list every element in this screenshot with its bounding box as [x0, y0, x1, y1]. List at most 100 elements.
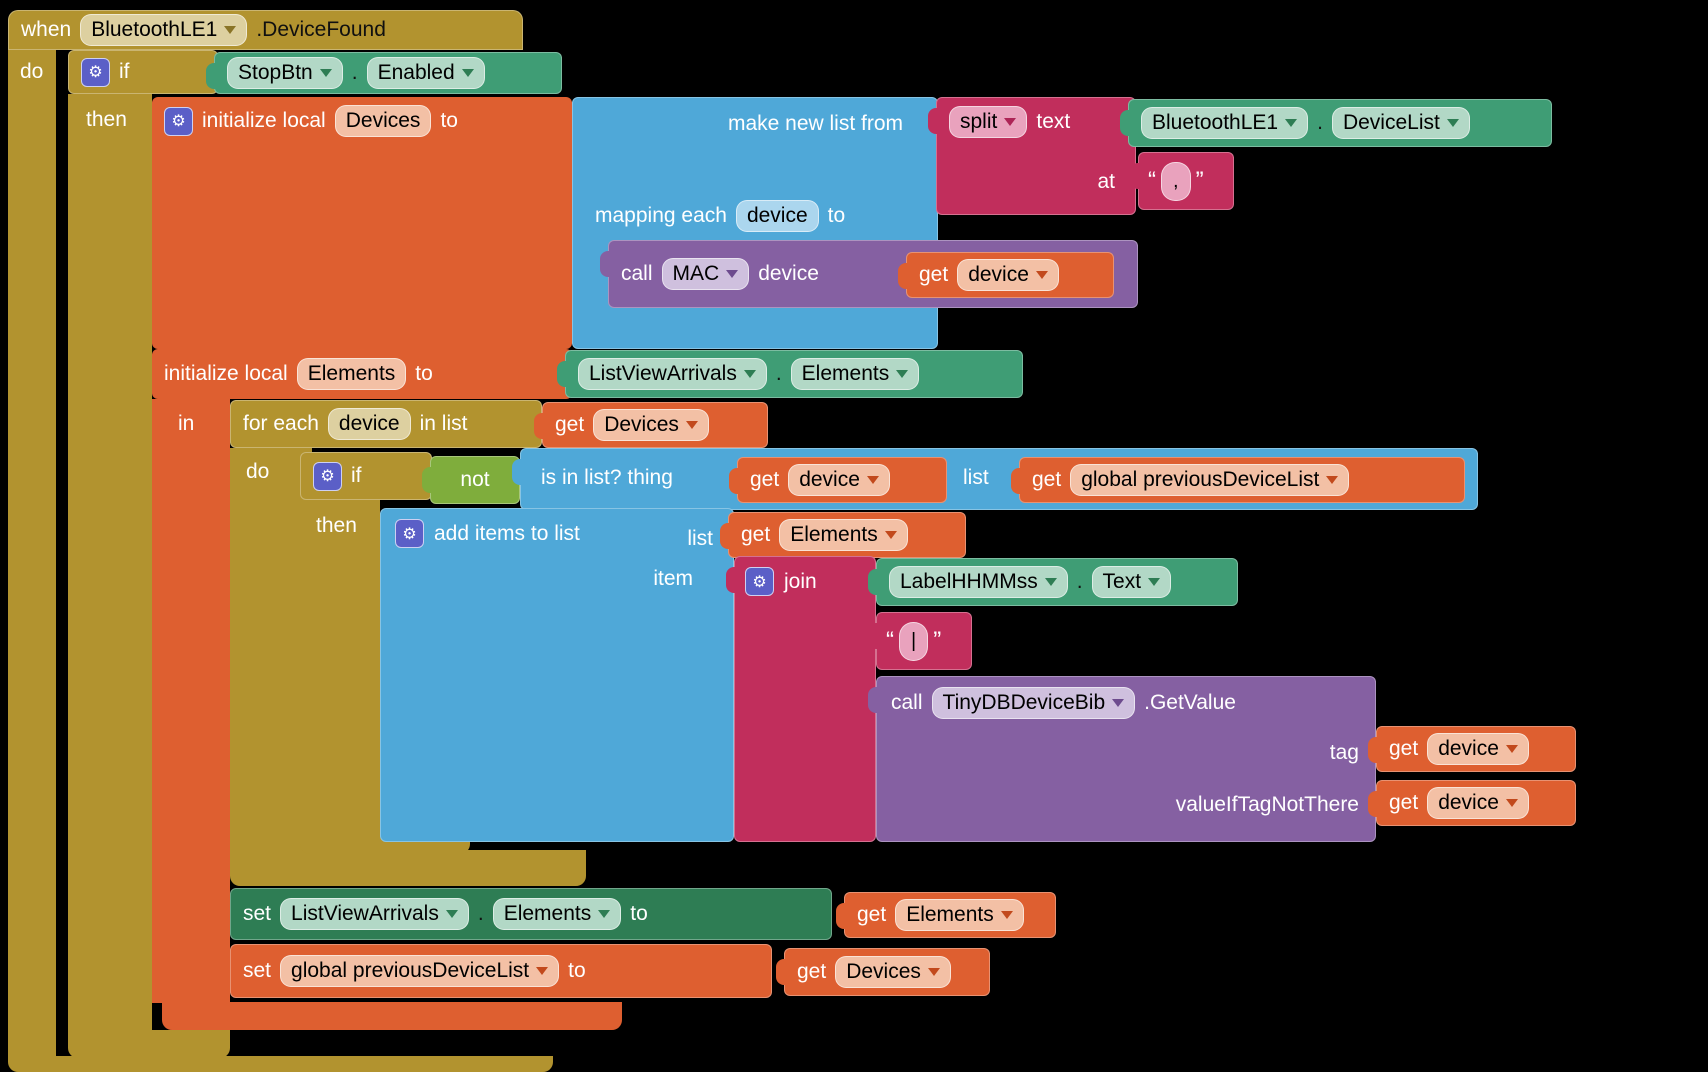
property-name: DeviceList — [1342, 111, 1440, 134]
component-dropdown[interactable]: ListViewArrivals — [280, 898, 469, 930]
make-new-list-label: make new list from — [727, 112, 903, 135]
to-label: to — [440, 109, 458, 132]
if-block-left-edge[interactable] — [68, 94, 152, 1032]
variable-dropdown[interactable]: Devices — [835, 956, 951, 988]
get-variable-block[interactable]: get Devices — [534, 402, 768, 448]
get-variable-block[interactable]: get Elements — [836, 892, 1056, 938]
variable-dropdown[interactable]: global previousDeviceList — [280, 955, 560, 987]
mapping-each-label: mapping each — [595, 204, 727, 227]
component-name: TinyDBDeviceBib — [942, 691, 1106, 714]
event-component-dropdown[interactable]: BluetoothLE1 — [80, 14, 248, 46]
variable-dropdown[interactable]: device — [1427, 787, 1529, 819]
procedure-name: MAC — [672, 262, 720, 285]
component-dropdown[interactable]: LabelHHMMss — [889, 566, 1068, 598]
procedure-dropdown[interactable]: MAC — [661, 258, 750, 290]
when-event-block-header[interactable]: when BluetoothLE1 .DeviceFound — [8, 10, 523, 50]
variable-dropdown[interactable]: device — [788, 464, 890, 496]
set-global-variable-block[interactable]: set global previousDeviceList to — [230, 944, 772, 998]
component-property-getter-block[interactable]: BluetoothLE1 . DeviceList — [1120, 99, 1552, 147]
initialize-local-block-body[interactable]: ⚙ initialize local Devices to — [152, 97, 572, 349]
component-dropdown[interactable]: ListViewArrivals — [578, 358, 767, 390]
dropdown-arrow-icon — [1044, 578, 1057, 586]
component-property-setter-block[interactable]: set ListViewArrivals . Elements to — [230, 888, 832, 940]
variable-dropdown[interactable]: global previousDeviceList — [1070, 464, 1350, 496]
text-string-block[interactable]: “ | ” — [868, 612, 972, 670]
get-variable-block[interactable]: get device — [1368, 780, 1576, 826]
property-dropdown[interactable]: DeviceList — [1331, 107, 1470, 139]
call-tinydb-getvalue-block[interactable]: call TinyDBDeviceBib .GetValue tag value… — [868, 676, 1376, 842]
when-block-bottom-edge[interactable] — [8, 1056, 553, 1072]
variable-dropdown[interactable]: Elements — [895, 899, 1024, 931]
component-name: ListViewArrivals — [589, 362, 737, 385]
variable-name: device — [1438, 737, 1499, 760]
component-property-getter-block[interactable]: ListViewArrivals . Elements — [557, 350, 1023, 398]
if-block-header[interactable]: ⚙ if — [300, 452, 432, 500]
dropdown-arrow-icon — [319, 69, 332, 77]
if-block-left-edge[interactable] — [300, 500, 380, 818]
component-dropdown[interactable]: BluetoothLE1 — [1141, 107, 1309, 139]
property-dropdown[interactable]: Enabled — [366, 57, 485, 89]
gear-icon[interactable]: ⚙ — [164, 106, 193, 136]
string-value-field[interactable]: , — [1161, 161, 1191, 201]
gear-icon[interactable]: ⚙ — [81, 57, 110, 87]
component-dropdown[interactable]: TinyDBDeviceBib — [931, 687, 1136, 719]
for-each-bottom-edge[interactable] — [230, 850, 586, 886]
property-dropdown[interactable]: Elements — [492, 898, 622, 930]
if-block-header[interactable]: ⚙ if — [68, 50, 218, 94]
property-name: Text — [1102, 570, 1142, 593]
component-property-getter-block[interactable]: StopBtn . Enabled — [206, 52, 562, 94]
for-each-left-edge[interactable] — [230, 448, 312, 852]
dropdown-arrow-icon — [1112, 699, 1125, 707]
get-variable-block[interactable]: get Elements — [720, 512, 966, 558]
variable-dropdown[interactable]: Elements — [779, 519, 908, 551]
get-variable-block[interactable]: get device — [729, 457, 947, 503]
gear-icon[interactable]: ⚙ — [395, 519, 424, 548]
dot-separator: . — [1076, 570, 1083, 593]
dropdown-arrow-icon — [927, 968, 940, 976]
if-block-bottom-edge[interactable] — [68, 1030, 230, 1058]
then-section-label: then — [316, 514, 357, 537]
variable-name: Elements — [906, 903, 994, 926]
loop-variable-field[interactable]: device — [327, 408, 411, 440]
gear-icon[interactable]: ⚙ — [313, 461, 342, 491]
event-component-name: BluetoothLE1 — [91, 18, 218, 41]
call-label: call — [621, 262, 653, 285]
variable-name: Devices — [604, 413, 679, 436]
make-new-list-block[interactable]: make new list from mapping each device t… — [572, 97, 938, 349]
string-value-field[interactable]: | — [899, 621, 929, 661]
split-text-block[interactable]: split text at — [928, 97, 1136, 215]
for-each-block-header[interactable]: for each device in list — [230, 400, 542, 448]
when-keyword: when — [21, 18, 72, 41]
variable-dropdown[interactable]: device — [1427, 733, 1529, 765]
variable-name: device — [338, 412, 400, 435]
local-variable-name-field[interactable]: Devices — [334, 105, 432, 137]
logic-not-block[interactable]: not — [422, 456, 520, 504]
join-text-block[interactable]: ⚙ join — [726, 556, 876, 842]
is-in-list-block[interactable]: is in list? thing get device list get gl… — [512, 448, 1478, 510]
item-socket-label: item — [653, 567, 693, 590]
variable-dropdown[interactable]: device — [957, 259, 1059, 291]
get-variable-block[interactable]: get global previousDeviceList — [1011, 457, 1465, 503]
add-items-to-list-block[interactable]: ⚙ add items to list list item — [380, 508, 734, 842]
gear-icon[interactable]: ⚙ — [745, 567, 774, 596]
initialize-local-second-row[interactable]: initialize local Elements to — [152, 349, 572, 399]
local-variable-name-field[interactable]: Elements — [296, 358, 407, 390]
variable-name: device — [968, 263, 1029, 286]
text-string-block[interactable]: “ , ” — [1130, 152, 1234, 210]
component-dropdown[interactable]: StopBtn — [227, 57, 343, 89]
get-variable-block[interactable]: get device — [898, 252, 1114, 298]
initialize-local-left-edge[interactable] — [152, 399, 230, 1003]
split-op-dropdown[interactable]: split — [949, 106, 1028, 138]
component-property-getter-block[interactable]: LabelHHMMss . Text — [868, 558, 1238, 606]
when-block-left-edge[interactable] — [8, 48, 56, 1058]
property-dropdown[interactable]: Text — [1091, 566, 1172, 598]
initialize-local-bottom-edge[interactable] — [162, 1002, 622, 1030]
property-dropdown[interactable]: Elements — [790, 358, 920, 390]
mapping-variable-field[interactable]: device — [735, 200, 819, 232]
variable-dropdown[interactable]: Devices — [593, 409, 709, 441]
set-label: set — [243, 959, 272, 982]
get-label: get — [555, 413, 585, 436]
get-variable-block[interactable]: get device — [1368, 726, 1576, 772]
get-variable-block[interactable]: get Devices — [776, 948, 990, 996]
variable-name: global previousDeviceList — [291, 959, 530, 982]
